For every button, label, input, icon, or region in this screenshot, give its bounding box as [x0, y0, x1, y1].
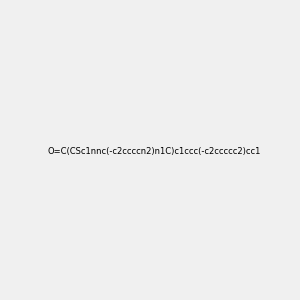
Text: O=C(CSc1nnc(-c2ccccn2)n1C)c1ccc(-c2ccccc2)cc1: O=C(CSc1nnc(-c2ccccn2)n1C)c1ccc(-c2ccccc…: [47, 147, 260, 156]
